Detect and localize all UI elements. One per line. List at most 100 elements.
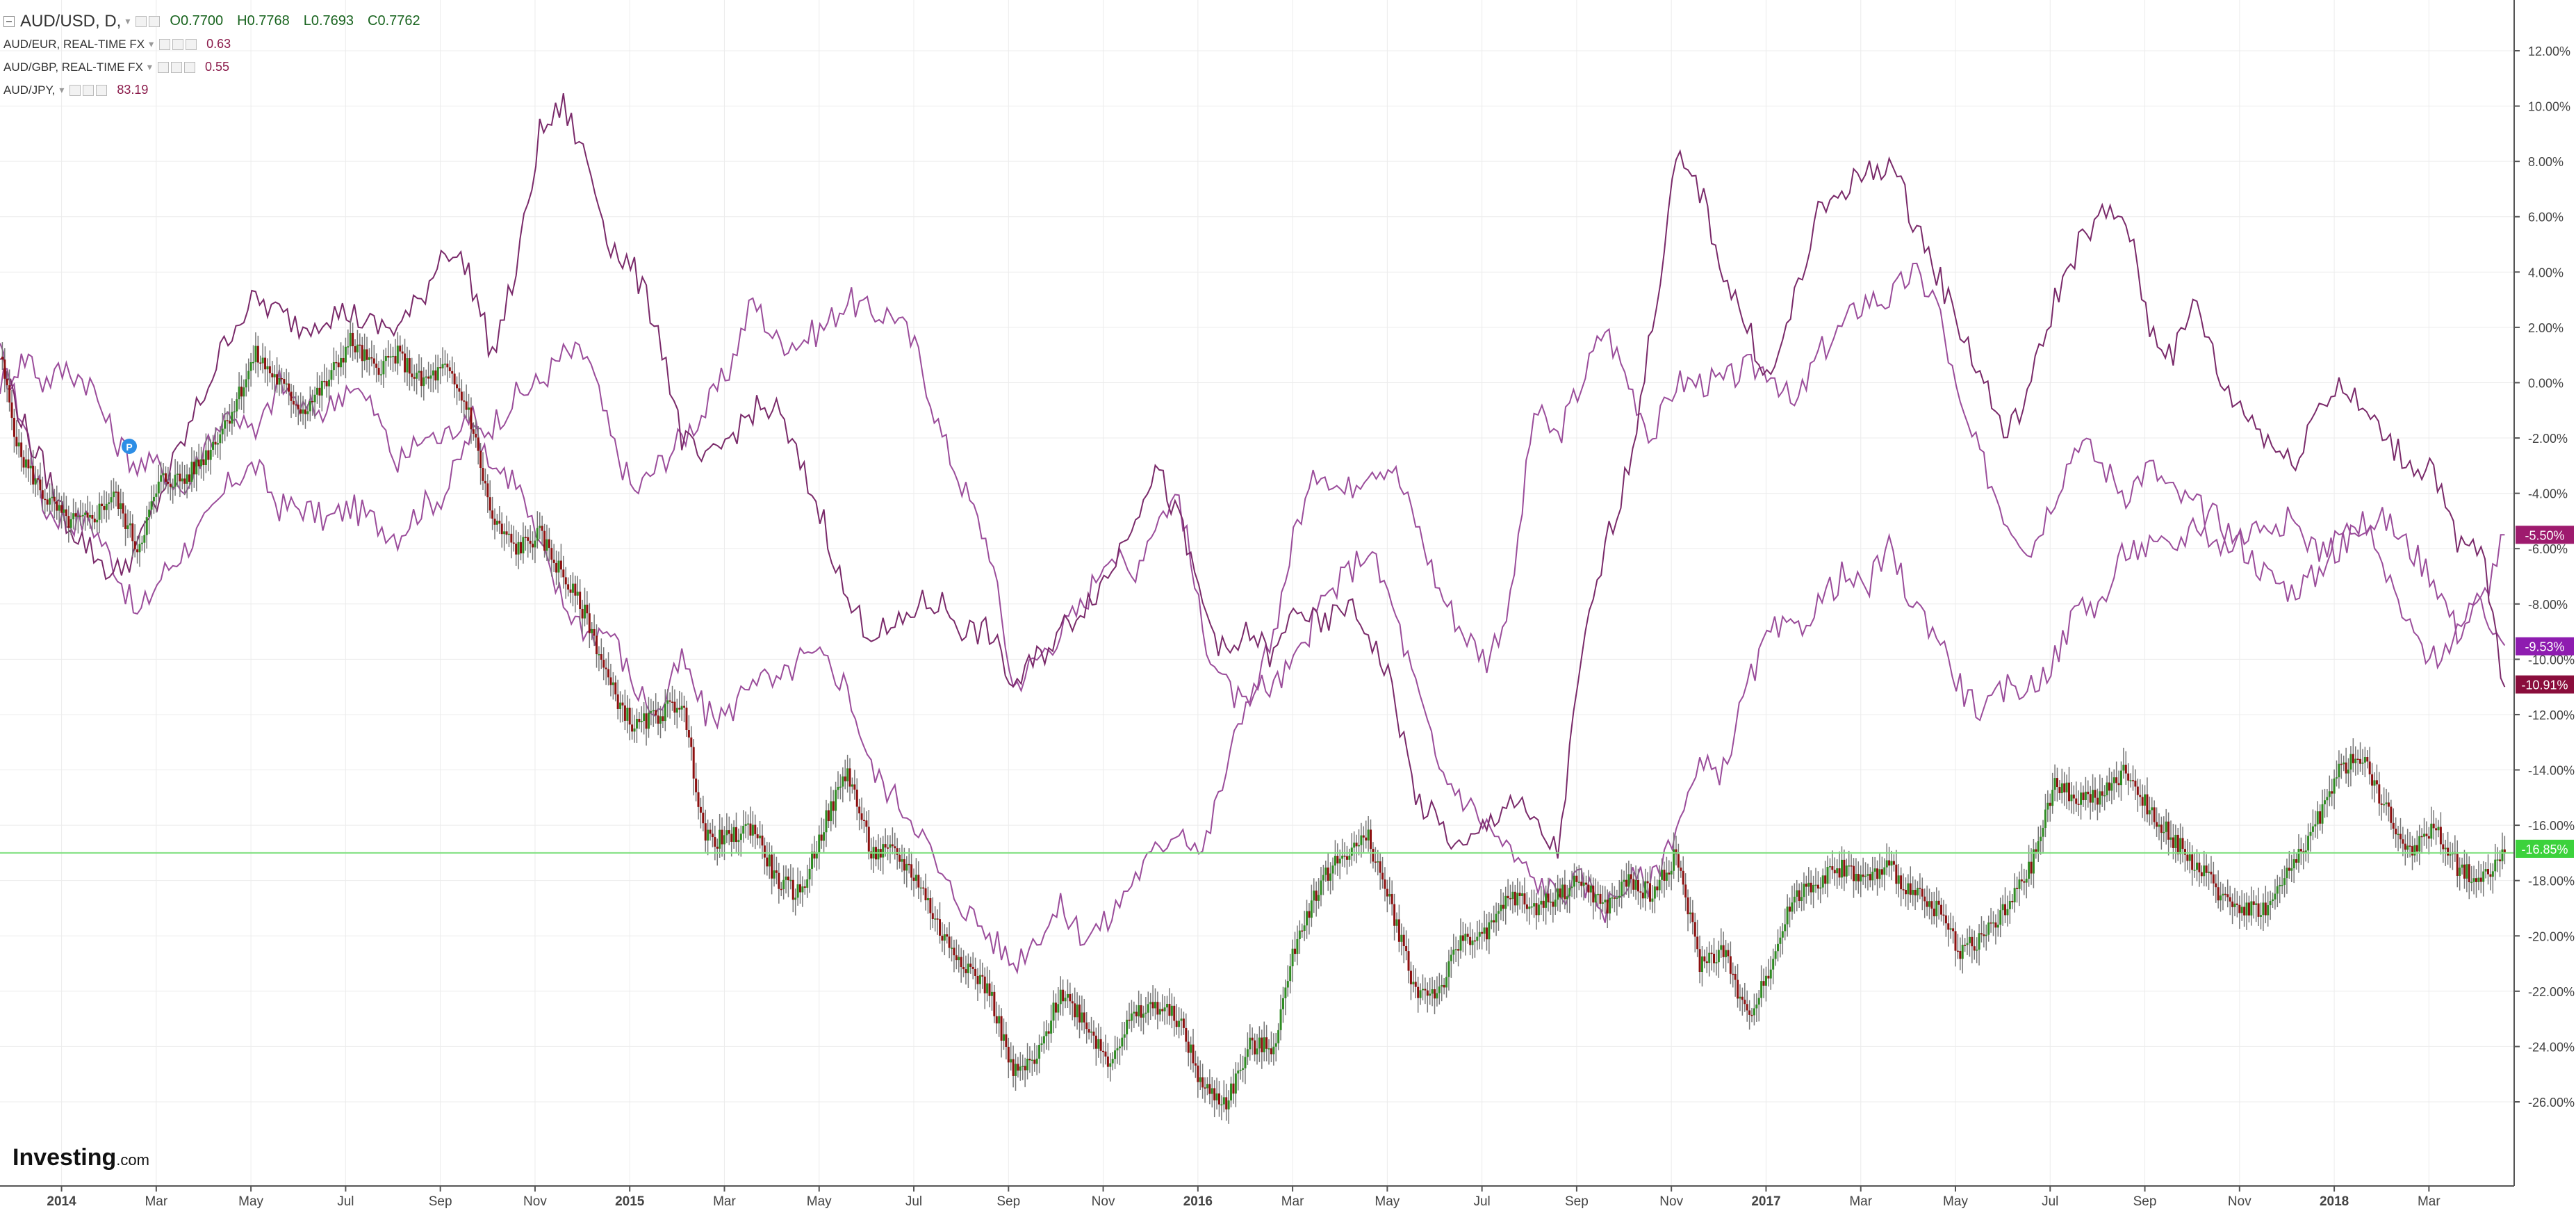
candle-body — [2418, 836, 2421, 852]
settings-icon[interactable] — [83, 84, 95, 96]
candle-body — [2124, 765, 2127, 774]
candle-body — [1776, 943, 1779, 952]
legend-series-aud-gbp[interactable]: AUD/GBP, REAL-TIME FX ▾ 0.55 — [3, 56, 434, 79]
candle-body — [164, 473, 167, 482]
x-tick-label: May — [1375, 1194, 1400, 1209]
legend-main-series[interactable]: AUD/USD, D, ▾ O0.7700 H0.7768 L0.7693 C0… — [3, 10, 434, 33]
candle-body — [924, 888, 927, 901]
chevron-down-icon[interactable]: ▾ — [147, 61, 152, 72]
candle-body — [2340, 763, 2343, 765]
candle-body — [668, 700, 671, 702]
candle-body — [1429, 993, 1431, 996]
candle-body — [443, 364, 446, 365]
candle-body — [143, 535, 146, 543]
candle-body — [1867, 874, 1869, 876]
time-axis[interactable]: 2014 Mar May Jul Sep Nov 2015 Mar May Jul Sep Nov 20… — [47, 1186, 2440, 1209]
candle-body — [515, 543, 518, 555]
close-icon[interactable] — [186, 38, 197, 50]
candle-body — [882, 844, 885, 858]
investing-logo[interactable]: Investing.com — [13, 1144, 149, 1171]
candle-body — [971, 966, 974, 969]
candle-body — [1301, 930, 1304, 932]
settings-icon[interactable] — [170, 61, 182, 73]
candle-body — [837, 786, 839, 790]
candle-body — [1313, 891, 1315, 901]
candle-body — [2489, 874, 2492, 877]
candle-body — [2179, 838, 2182, 854]
candle-body — [63, 509, 65, 513]
candle-body — [2380, 803, 2383, 805]
candle-body — [138, 544, 141, 553]
candle-body — [559, 560, 562, 570]
candle-body — [356, 344, 359, 352]
collapse-icon[interactable] — [3, 15, 15, 27]
candle-body — [664, 704, 666, 722]
candle-body — [823, 832, 826, 841]
chevron-down-icon[interactable]: ▾ — [149, 38, 154, 49]
candle-body — [214, 441, 217, 445]
candle-body — [901, 859, 903, 862]
legend-series-aud-jpy[interactable]: AUD/JPY, ▾ 83.19 — [3, 79, 434, 101]
candle-body — [2011, 900, 2014, 902]
candle-body — [2134, 780, 2137, 787]
close-icon[interactable] — [183, 61, 195, 73]
candle-body — [1350, 847, 1353, 856]
candle-body — [1689, 912, 1691, 915]
close-icon[interactable] — [96, 84, 108, 96]
legend-series-label: AUD/JPY, — [3, 83, 56, 97]
candle-body — [295, 404, 297, 406]
candle-body — [894, 846, 896, 849]
settings-icon[interactable] — [149, 15, 161, 27]
candle-body — [456, 384, 459, 389]
candle-body — [1580, 881, 1583, 886]
series-line-aud-eur[interactable] — [0, 262, 2505, 708]
candle-body — [2060, 783, 2063, 793]
eye-icon[interactable] — [157, 61, 169, 73]
candle-body — [1488, 922, 1491, 940]
candle-body — [1713, 953, 1716, 964]
candle-body — [325, 381, 328, 387]
candle-body — [429, 375, 432, 379]
candle-body — [1138, 1005, 1140, 1017]
candle-body — [2395, 829, 2397, 835]
svg-text:-5.50%: -5.50% — [2525, 528, 2564, 542]
candle-body — [680, 706, 683, 710]
candle-body — [1012, 1059, 1015, 1076]
candle-body — [749, 823, 752, 836]
candle-body — [1594, 894, 1597, 903]
eye-icon[interactable] — [159, 38, 171, 50]
candle-body — [207, 450, 210, 460]
candle-body — [552, 560, 555, 563]
candle-body — [2013, 888, 2016, 902]
price-axis[interactable]: 12.00% 10.00% 8.00% 6.00% 4.00% 2.00% 0.00% -2.… — [2514, 44, 2575, 1110]
chevron-down-icon[interactable]: ▾ — [125, 15, 131, 26]
candle-body — [988, 983, 991, 996]
candle-body — [732, 827, 735, 842]
candle-body — [820, 834, 823, 841]
candle-body — [1227, 1100, 1230, 1110]
candle-body — [1135, 1011, 1138, 1017]
marker-p-icon[interactable]: P — [122, 439, 137, 454]
candle-body — [32, 465, 35, 485]
candle-body — [1284, 987, 1287, 998]
settings-icon[interactable] — [172, 38, 184, 50]
candle-body — [1523, 893, 1526, 905]
series-line-aud-gbp[interactable] — [0, 353, 2506, 975]
candle-body — [766, 857, 769, 867]
series-line-aud-jpy[interactable] — [0, 93, 2506, 859]
legend-series-aud-eur[interactable]: AUD/EUR, REAL-TIME FX ▾ 0.63 — [3, 33, 434, 56]
candle-body — [330, 370, 333, 380]
candle-body — [1327, 867, 1329, 881]
candle-body — [311, 400, 314, 403]
candle-body — [1570, 886, 1573, 888]
candle-body — [1789, 907, 1791, 912]
eye-icon[interactable] — [136, 15, 147, 27]
candle-body — [1897, 875, 1900, 884]
chevron-down-icon[interactable]: ▾ — [59, 84, 65, 95]
candle-body — [2402, 839, 2404, 844]
candle-body — [1022, 1066, 1024, 1067]
eye-icon[interactable] — [69, 84, 81, 96]
candle-body — [1767, 975, 1770, 979]
candle-body — [1850, 865, 1853, 867]
